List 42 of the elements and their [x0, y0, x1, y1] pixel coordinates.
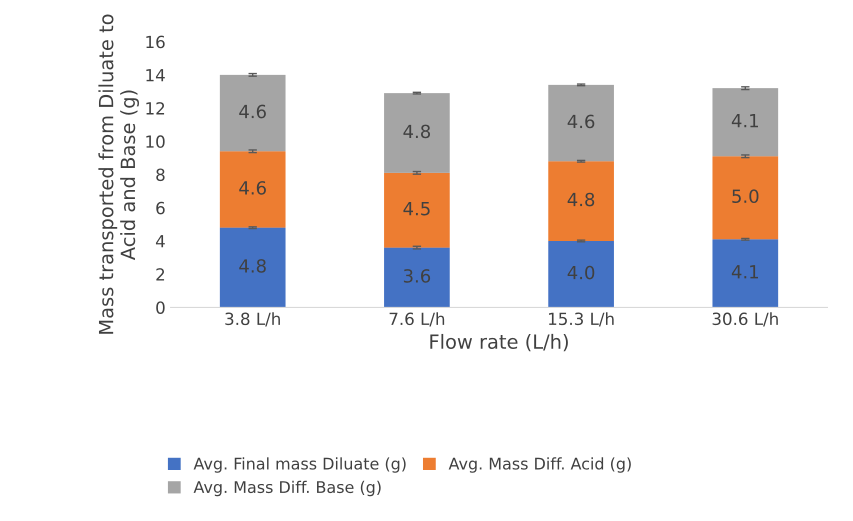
data-label: 4.8: [403, 124, 430, 138]
y-tick-label: 6: [156, 202, 165, 214]
y-tick-label: 2: [156, 268, 164, 281]
y-tick-label: 14: [146, 69, 165, 82]
x-tick-label: 7.6 L/h: [390, 312, 444, 326]
y-tick-label: 16: [146, 36, 165, 48]
bar: [384, 172, 450, 248]
bar: [548, 84, 614, 162]
data-label: 4.8: [568, 192, 594, 206]
data-label: 4.6: [568, 114, 594, 128]
bar: [220, 228, 286, 308]
legend-label: Avg. Mass Diff. Base (g): [194, 480, 381, 496]
data-label: 4.8: [239, 259, 266, 273]
bar: [712, 239, 778, 308]
y-tick-label: 12: [146, 102, 164, 114]
bar: [712, 156, 778, 240]
bar: [384, 248, 450, 308]
x-axis-title: Flow rate (L/h): [430, 334, 568, 352]
data-label: 4.6: [239, 181, 266, 195]
y-tick-label: 0: [156, 301, 165, 314]
data-label: 5.0: [732, 189, 758, 204]
data-label: 4.5: [403, 202, 430, 216]
bar: [548, 161, 614, 241]
y-tick-label: 8: [156, 168, 165, 182]
bar: [384, 93, 450, 173]
data-label: 3.6: [404, 269, 430, 283]
y-tick-label: 10: [146, 135, 165, 148]
y-axis-title: Mass transported from Diluate to Acid and Base (g): [98, 14, 139, 334]
bar: [712, 88, 778, 156]
data-label: 4.1: [732, 114, 758, 128]
legend-label: Avg. Mass Diff. Acid (g): [448, 457, 631, 473]
y-tick-label: 4: [156, 235, 165, 248]
data-label: 4.1: [732, 265, 758, 278]
bar: [220, 74, 286, 152]
x-tick-label: 15.3 L/h: [549, 312, 614, 326]
data-label: 4.0: [568, 266, 594, 280]
bar: [220, 151, 286, 228]
x-tick-label: 30.6 L/h: [712, 312, 778, 326]
x-tick-label: 3.8 L/h: [225, 312, 280, 326]
legend-label: Avg. Final mass Diluate (g): [194, 457, 406, 473]
bar: [548, 240, 614, 308]
data-label: 4.6: [239, 104, 266, 118]
